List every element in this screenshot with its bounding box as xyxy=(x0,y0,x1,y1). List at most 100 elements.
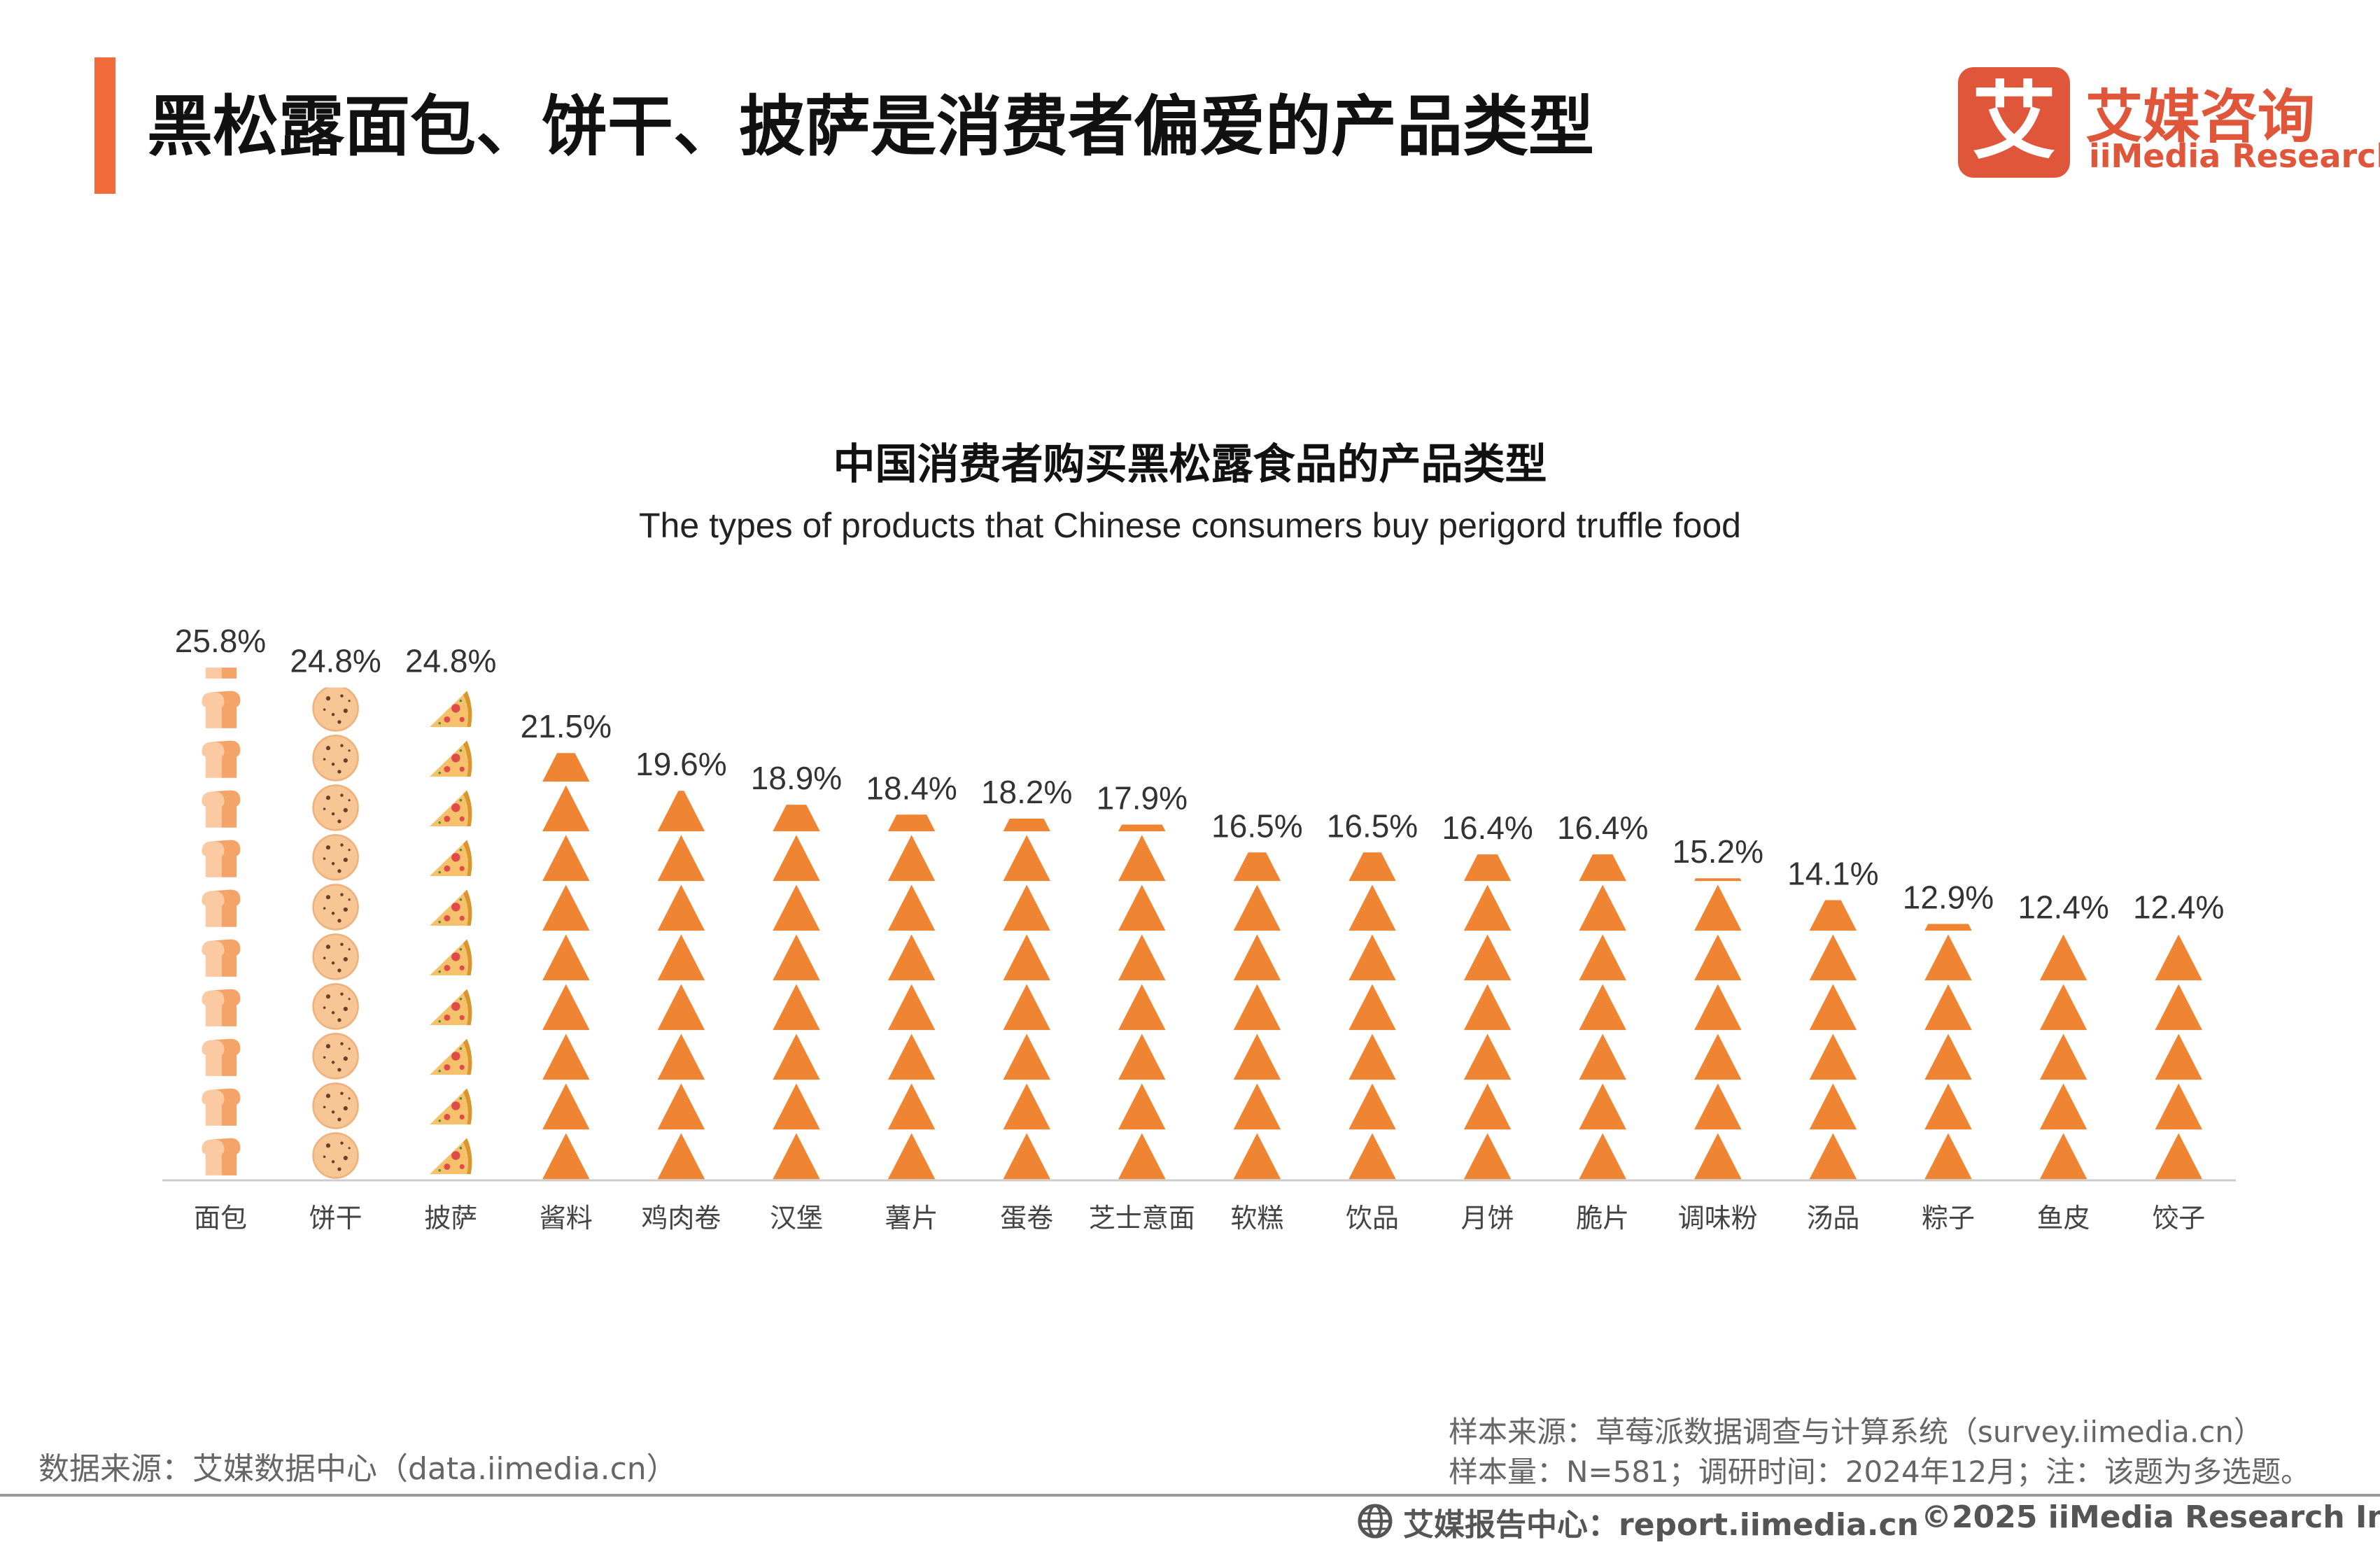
triangle-icon xyxy=(2039,1133,2087,1180)
triangle-icon xyxy=(2155,934,2202,981)
pizza-icon xyxy=(430,889,472,926)
chart-title: 中国消费者购买黑松露食品的产品类型 xyxy=(833,440,1547,489)
triangle-icon xyxy=(1349,1133,1396,1180)
triangle-icon xyxy=(1003,984,1050,1031)
triangle-icon xyxy=(1579,984,1626,1031)
bread-icon xyxy=(202,838,242,877)
bread-icon xyxy=(202,1136,242,1175)
cookie-icon xyxy=(311,933,360,981)
triangle-icon xyxy=(1003,884,1050,931)
bread-icon xyxy=(202,888,242,927)
value-label: 18.9% xyxy=(751,760,842,796)
triangle-icon xyxy=(657,835,705,882)
value-label: 12.9% xyxy=(1903,880,1994,916)
value-label: 25.8% xyxy=(175,623,266,659)
triangle-icon xyxy=(1349,1033,1396,1080)
report-center-link[interactable]: 艾媒报告中心：report.iimedia.cn xyxy=(1403,1507,1919,1543)
triangle-icon xyxy=(773,984,820,1031)
value-label: 12.4% xyxy=(2018,889,2108,926)
logo-name-cn: 艾媒咨询 xyxy=(2085,84,2316,150)
category-label: 鱼皮 xyxy=(2037,1203,2090,1234)
triangle-icon xyxy=(1579,1133,1626,1180)
triangle-icon xyxy=(773,884,820,931)
triangle-icon xyxy=(1233,884,1281,931)
bar-饺子 xyxy=(2155,934,2202,1180)
value-label: 24.8% xyxy=(290,642,381,679)
triangle-icon xyxy=(1003,1083,1050,1130)
triangle-icon xyxy=(773,1083,820,1130)
bread-icon xyxy=(202,689,242,728)
category-label: 芝士意面 xyxy=(1089,1203,1195,1234)
cookie-icon xyxy=(311,883,360,931)
triangle-icon xyxy=(1924,1083,1972,1130)
triangle-icon xyxy=(2039,1083,2087,1130)
bar-调味粉 xyxy=(1694,878,1742,1180)
triangle-icon xyxy=(887,884,936,931)
footer-divider xyxy=(0,1494,2380,1497)
cookie-icon xyxy=(311,734,360,782)
triangle-icon xyxy=(1118,1033,1166,1080)
triangle-icon xyxy=(773,1033,820,1080)
triangle-icon xyxy=(542,785,590,832)
triangle-icon xyxy=(1233,1133,1281,1180)
value-label: 18.2% xyxy=(981,774,1072,810)
copyright-text: ©2025 iiMedia Research Inc xyxy=(1921,1499,2380,1535)
pizza-icon xyxy=(430,939,472,976)
bar-披萨 xyxy=(430,691,472,1175)
category-label: 饺子 xyxy=(2152,1203,2205,1234)
triangle-icon xyxy=(1694,884,1742,931)
triangle-icon xyxy=(887,934,936,981)
triangle-icon xyxy=(657,1133,705,1180)
triangle-icon xyxy=(542,835,590,882)
triangle-icon xyxy=(1694,1083,1742,1130)
triangle-icon xyxy=(1349,984,1396,1031)
chart-subtitle: The types of products that Chinese consu… xyxy=(639,506,1741,545)
triangle-icon xyxy=(1579,1083,1626,1130)
pizza-icon xyxy=(430,740,472,777)
title-accent-bar xyxy=(94,57,115,194)
triangle-icon xyxy=(542,934,590,981)
triangle-icon xyxy=(1924,1133,1972,1180)
triangle-icon xyxy=(1118,1133,1166,1180)
page-title: 黑松露面包、饼干、披萨是消费者偏爱的产品类型 xyxy=(147,89,1595,165)
triangle-icon xyxy=(657,791,705,832)
cookie-icon xyxy=(311,1131,360,1180)
cookie-icon xyxy=(311,1032,360,1080)
triangle-icon xyxy=(2155,1133,2202,1180)
category-label: 披萨 xyxy=(424,1203,477,1234)
category-label: 汉堡 xyxy=(770,1203,823,1234)
category-label: 饮品 xyxy=(1346,1203,1399,1234)
triangle-icon xyxy=(1924,934,1972,981)
bar-鸡肉卷 xyxy=(657,791,705,1180)
triangle-icon xyxy=(1809,1033,1857,1080)
value-label: 19.6% xyxy=(635,746,726,782)
triangle-icon xyxy=(773,1133,820,1180)
triangle-icon xyxy=(1809,1083,1857,1130)
data-source-note: 数据来源：艾媒数据中心（data.iimedia.cn） xyxy=(38,1451,677,1487)
triangle-icon xyxy=(1233,984,1281,1031)
cookie-icon xyxy=(311,784,360,832)
value-label: 12.4% xyxy=(2133,889,2224,926)
category-label: 饼干 xyxy=(309,1203,362,1234)
logo-mark: 艾 xyxy=(1972,73,2056,171)
triangle-icon xyxy=(887,835,936,882)
triangle-icon xyxy=(2155,1033,2202,1080)
bar-粽子 xyxy=(1924,924,1972,1180)
category-label: 蛋卷 xyxy=(1000,1203,1053,1234)
triangle-icon xyxy=(657,934,705,981)
value-label: 16.4% xyxy=(1442,810,1533,846)
value-label: 24.8% xyxy=(405,642,496,679)
triangle-icon xyxy=(1579,884,1626,931)
triangle-icon xyxy=(542,1083,590,1130)
category-label: 脆片 xyxy=(1576,1203,1629,1234)
cookie-icon xyxy=(311,1082,360,1130)
triangle-icon xyxy=(1579,934,1626,981)
triangle-icon xyxy=(1118,934,1166,981)
triangle-icon xyxy=(1809,1133,1857,1180)
triangle-icon xyxy=(1809,934,1857,981)
cookie-icon xyxy=(311,982,360,1031)
sample-source-note: 样本来源：草莓派数据调查与计算系统（survey.iimedia.cn） xyxy=(1449,1415,2263,1449)
triangle-icon xyxy=(1694,1133,1742,1180)
triangle-icon xyxy=(1349,884,1396,931)
bread-icon xyxy=(202,938,242,977)
